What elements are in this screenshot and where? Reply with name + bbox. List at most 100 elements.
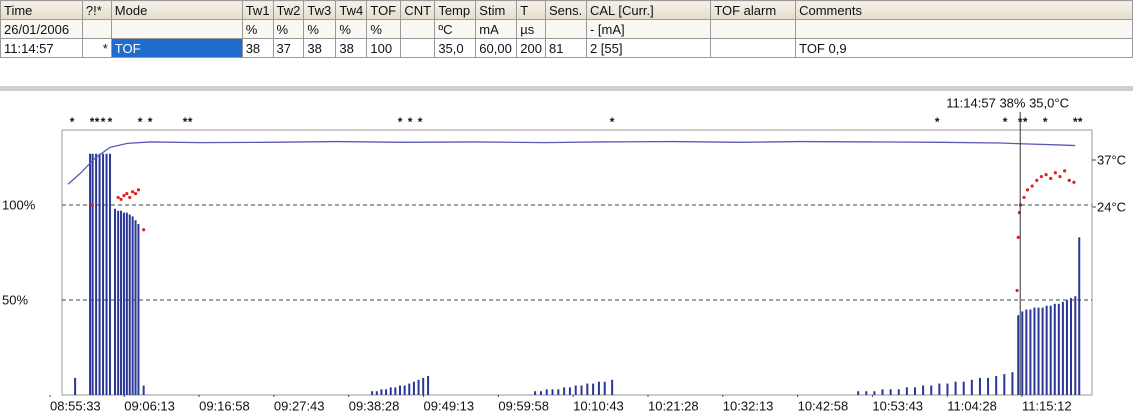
bar [98,153,101,395]
point [1016,235,1020,239]
event-marker: * [1003,115,1008,129]
table-cell[interactable]: ?!* [81,0,112,20]
table-cell[interactable]: 38 [241,38,274,58]
bar [574,385,577,395]
bar [408,383,411,395]
event-marker: * [1073,115,1078,129]
bar [1070,298,1073,395]
bar [568,387,571,395]
table-cell[interactable]: 2 [55] [585,38,712,58]
table-cell[interactable] [110,19,243,39]
bar [962,381,965,395]
point [116,195,120,200]
point [142,228,146,232]
table-cell[interactable]: TOF [366,0,402,20]
table-cell[interactable]: - [mA] [585,19,712,39]
table-cell[interactable]: 81 [544,38,587,58]
event-marker: * [1043,115,1048,129]
table-cell[interactable]: TOF [110,38,243,58]
table-cell[interactable]: 11:14:57 [0,38,83,58]
x-tick-label: 09:59:58 [498,399,549,414]
bar [122,212,125,395]
table-cell[interactable]: 100 [366,38,402,58]
point [119,197,123,201]
table-cell[interactable]: Sens. [544,0,587,20]
table-cell[interactable]: 35,0 [434,38,477,58]
event-marker: * [398,115,403,129]
table-cell[interactable]: Comments [795,0,1133,20]
x-tick-label: 09:27:43 [274,399,325,414]
bar [1061,301,1064,395]
table-cell[interactable] [544,19,587,39]
table-cell[interactable]: Tw4 [335,0,368,20]
bar [1049,305,1052,395]
table-cell[interactable]: Tw2 [272,0,305,20]
table-cell[interactable]: % [366,19,402,39]
event-marker: * [108,115,113,129]
table-cell[interactable]: ºC [434,19,477,39]
table-cell[interactable]: CAL [Curr.] [585,0,712,20]
table-cell[interactable]: 38 [303,38,337,58]
table-cell[interactable]: Time [0,0,83,20]
table-cell[interactable]: 37 [272,38,305,58]
table-cell[interactable]: CNT [400,0,436,20]
table-cell[interactable]: µs [516,19,546,39]
table-cell[interactable] [710,38,797,58]
table-cell[interactable]: % [303,19,337,39]
table-cell[interactable] [400,19,436,39]
bar [380,389,383,395]
bar [1033,307,1036,395]
table-row: 26/01/2006%%%%% ºC mA µs - [mA] [0,19,1133,39]
bar [102,153,105,395]
table-cell[interactable]: % [272,19,305,39]
bar [857,391,860,395]
bar [128,214,131,395]
table-cell[interactable] [400,38,436,58]
table-cell[interactable]: 26/01/2006 [0,19,83,39]
bar [551,389,554,395]
event-marker: * [70,115,75,129]
table-cell[interactable]: mA [475,19,518,39]
table-cell[interactable]: Tw1 [241,0,274,20]
table-cell[interactable] [795,19,1133,39]
event-marker: * [101,115,106,129]
table-cell[interactable]: 200 [516,38,546,58]
table-cell[interactable]: Tw3 [303,0,337,20]
table-cell[interactable]: Stim [475,0,518,20]
x-tick-label: 09:06:13 [124,399,175,414]
bar [881,389,884,395]
table-row: 11:14:57 * TOF 38 37 38 38 100 35,0 60,00 200 81 2 [… [0,38,1133,58]
bar [1037,307,1040,395]
table-cell[interactable]: 38 [335,38,368,58]
bar [137,224,140,395]
bar [611,379,614,395]
event-marker: * [408,115,413,129]
event-marker: * [1078,115,1083,129]
table-cell[interactable]: Temp [434,0,477,20]
table-cell[interactable]: * [81,38,112,58]
table-cell[interactable]: TOF 0,9 [795,38,1133,58]
table-cell[interactable]: 60,00 [475,38,518,58]
y2-tick-label: 37°C [1097,153,1126,168]
table-cell[interactable] [81,19,112,39]
table-cell[interactable]: T [516,0,546,20]
bar [1021,311,1024,395]
bar [897,389,900,395]
table-cell[interactable] [710,19,797,39]
table-cell[interactable]: % [335,19,368,39]
bar [873,391,876,395]
bar [394,387,397,395]
bar [398,385,401,395]
bar [970,379,973,395]
bar [1041,307,1044,395]
bar [592,383,595,395]
bar [1017,315,1020,395]
bar [109,153,112,395]
x-tick-label: 11:04:28 [947,399,997,414]
point [1058,174,1062,179]
table-cell[interactable]: % [241,19,274,39]
table-cell[interactable]: Mode [110,0,243,20]
bar [603,381,606,395]
table-cell[interactable]: TOF alarm [710,0,797,20]
